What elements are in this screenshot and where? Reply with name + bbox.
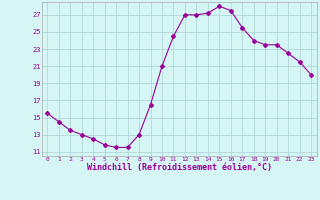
- X-axis label: Windchill (Refroidissement éolien,°C): Windchill (Refroidissement éolien,°C): [87, 163, 272, 172]
